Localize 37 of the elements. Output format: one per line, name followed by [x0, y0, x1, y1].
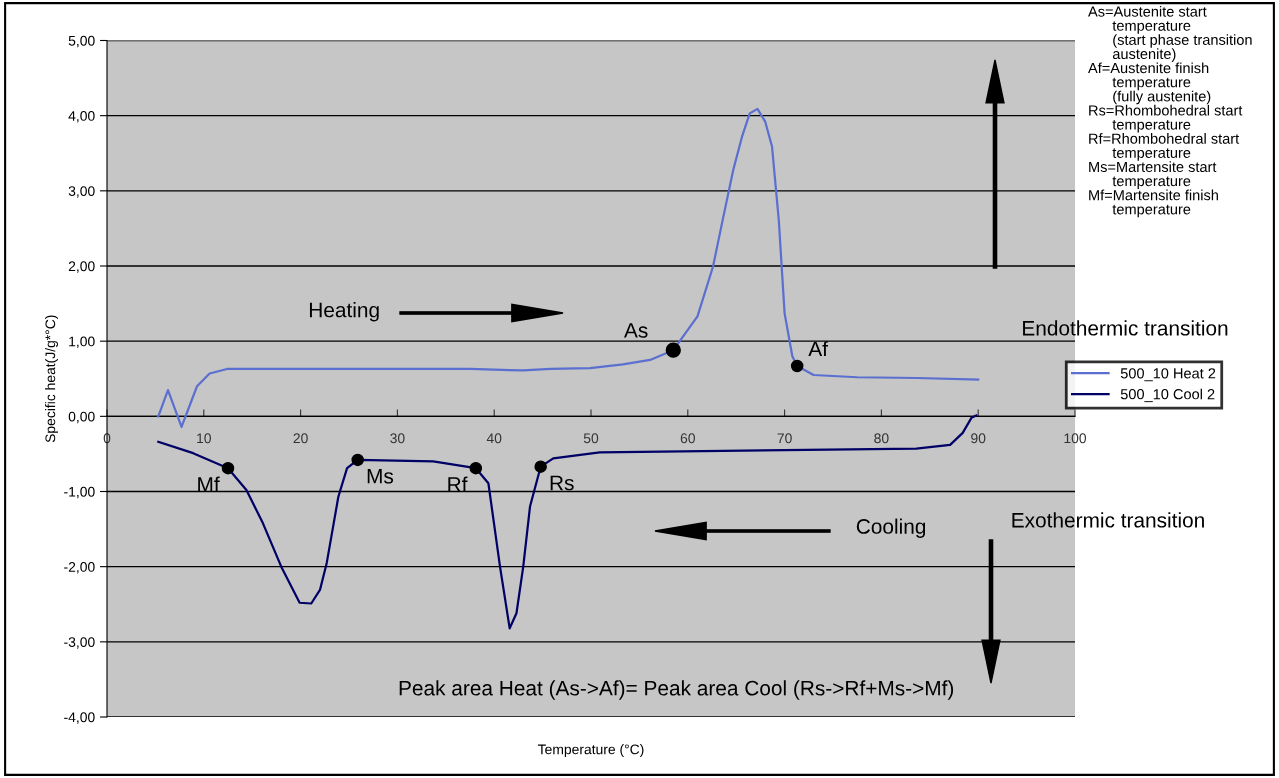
- x-tick-label: 40: [486, 433, 502, 444]
- y-tick-label: 3,00: [68, 186, 95, 198]
- annotation: Cooling: [856, 518, 926, 538]
- annotation: Peak area Heat (As->Af)= Peak area Cool (Rs->Rf+Ms->Mf): [399, 680, 954, 700]
- y-tick-label: 4,00: [68, 111, 95, 123]
- y-tick-label: -2,00: [64, 562, 95, 574]
- y-axis-title: Specific heat(J/g*°C): [45, 315, 58, 443]
- annotation: Endothermic transition: [1023, 320, 1228, 336]
- annotation: Ms: [367, 469, 394, 484]
- y-tick-label: 1,00: [69, 336, 95, 348]
- annotation: Heating: [309, 302, 379, 322]
- x-tick-label: 50: [583, 433, 599, 444]
- x-tick-label: 80: [874, 433, 889, 444]
- line-series: [157, 107, 980, 428]
- y-tick-label: 5,00: [68, 35, 95, 48]
- text: As=Austenite start temperature (start phase transition austenite) Af=Austenite finish temperature (fully austenite) Rs=Rhombohedral start temperature Rf=Rhombohedral start temperature Ms=Martensite start temperature Mf=Martensite finish temperature: [1088, 6, 1252, 218]
- x-axis-title: Temperature (°C): [537, 744, 644, 758]
- annotation: Exothermic transition: [1012, 512, 1204, 528]
- annotation: Mf: [198, 476, 220, 492]
- x-tick-label: 30: [390, 433, 405, 444]
- y-tick-label: 2,00: [68, 261, 95, 273]
- annotation: As: [624, 323, 648, 338]
- y-tick-label: 0,00: [68, 411, 95, 424]
- y-tick-label: -4,00: [64, 712, 95, 724]
- legend-label: 500_10 Heat 2: [1120, 368, 1216, 382]
- annotation: Rs: [550, 475, 574, 491]
- x-tick-label: 90: [971, 433, 986, 444]
- y-tick-label: -1,00: [64, 486, 95, 499]
- legend-label: 500_10 Cool 2: [1120, 388, 1215, 403]
- x-tick-label: 10: [197, 433, 211, 444]
- annotation: Rf: [448, 476, 468, 492]
- x-tick-label: 70: [777, 433, 792, 444]
- x-tick-label: 60: [680, 433, 695, 444]
- y-tick-label: -3,00: [64, 637, 95, 649]
- x-tick-label: 100: [1064, 433, 1087, 444]
- annotation: Af: [808, 341, 829, 357]
- x-tick-label: 20: [293, 433, 308, 444]
